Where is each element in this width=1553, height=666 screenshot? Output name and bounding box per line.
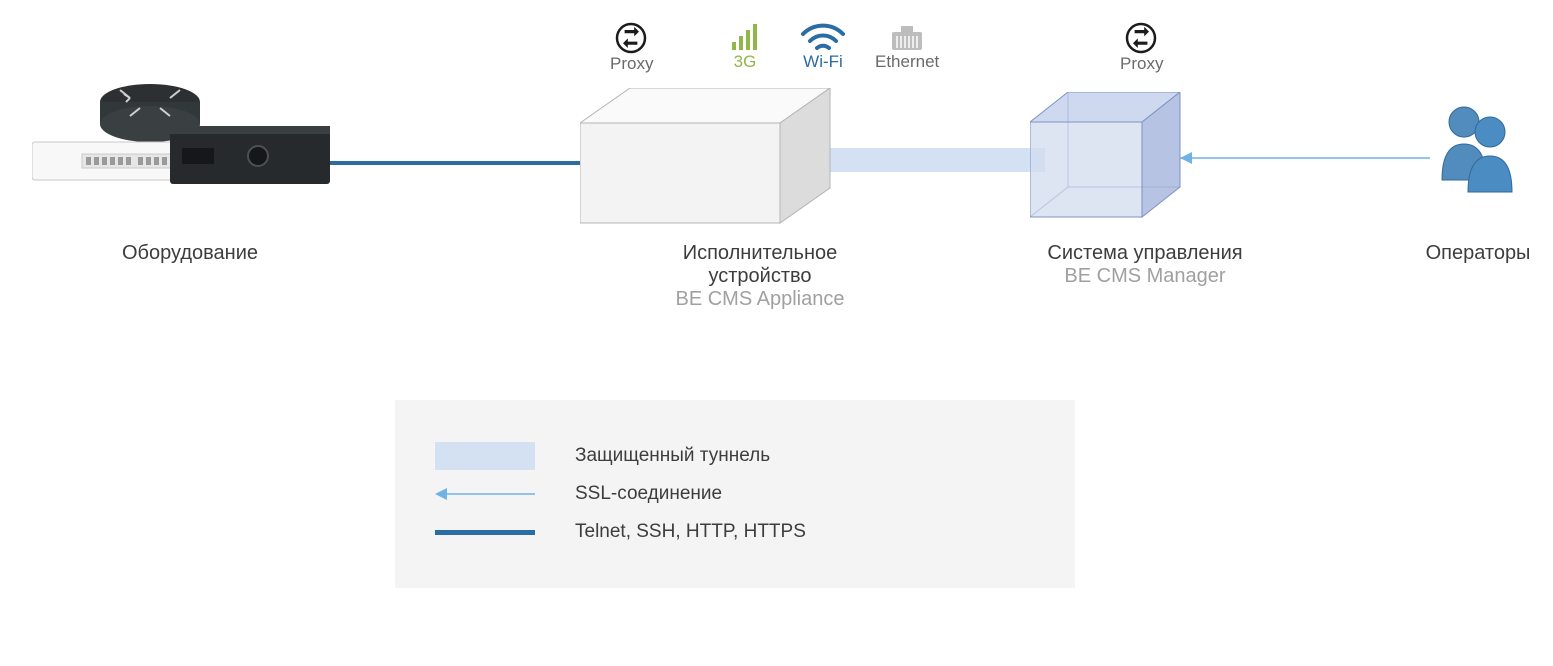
legend-tunnel-label: Защищенный туннель	[575, 445, 770, 467]
proxy2-label: Proxy	[1120, 54, 1162, 74]
ethernet-icon: Ethernet	[875, 22, 939, 72]
manager-node	[1030, 92, 1190, 232]
equipment-label: Оборудование	[90, 242, 290, 265]
3g-icon: 3G	[726, 22, 764, 72]
appliance-label-sub: BE CMS Appliance	[640, 288, 880, 311]
operators-label: Операторы	[1408, 242, 1548, 265]
manager-labels: Система управления BE CMS Manager	[1020, 242, 1270, 288]
proxy-icon-1: Proxy	[610, 22, 652, 74]
legend: Защищенный туннель SSL-соединение Telnet…	[395, 400, 1075, 588]
appliance-label-1: Исполнительное	[640, 242, 880, 265]
legend-telnet-label: Telnet, SSH, HTTP, HTTPS	[575, 521, 806, 543]
equipment-node	[32, 80, 332, 210]
3g-label: 3G	[726, 52, 764, 72]
legend-row-tunnel: Защищенный туннель	[435, 444, 1015, 468]
manager-label-1: Система управления	[1020, 242, 1270, 265]
legend-ssl-label: SSL-соединение	[575, 483, 722, 505]
proxy-icon-2: Proxy	[1120, 22, 1162, 74]
operators-node	[1430, 100, 1530, 200]
eth-label: Ethernet	[875, 52, 939, 72]
appliance-label-2: устройство	[640, 265, 880, 288]
tunnel-connection	[820, 148, 1045, 172]
appliance-labels: Исполнительное устройство BE CMS Applian…	[640, 242, 880, 311]
proxy1-label: Proxy	[610, 54, 652, 74]
wifi-label: Wi-Fi	[796, 52, 850, 72]
manager-label-sub: BE CMS Manager	[1020, 265, 1270, 288]
legend-row-ssl: SSL-соединение	[435, 482, 1015, 506]
legend-row-telnet: Telnet, SSH, HTTP, HTTPS	[435, 520, 1015, 544]
appliance-node	[580, 88, 840, 238]
wifi-icon: Wi-Fi	[796, 20, 850, 72]
